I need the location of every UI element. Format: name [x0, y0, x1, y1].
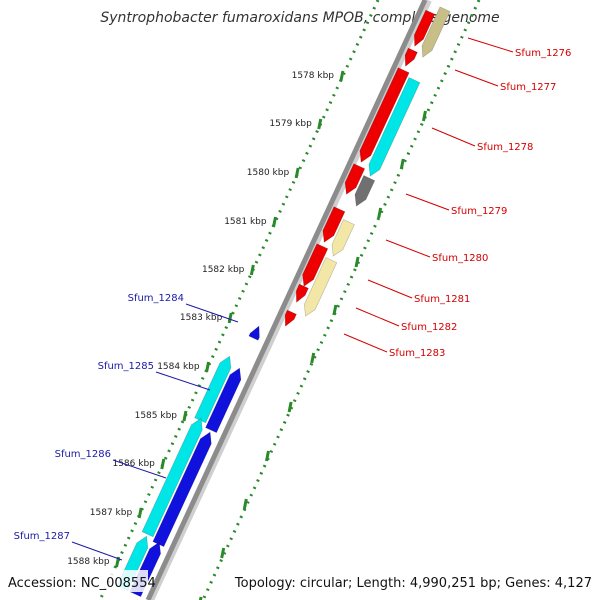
gene-label-sfum-1287[interactable]: Sfum_1287	[14, 531, 70, 542]
major-tick	[421, 110, 427, 122]
gene-label-sfum-1285[interactable]: Sfum_1285	[98, 361, 154, 372]
gene-label-sfum-1284[interactable]: Sfum_1284	[128, 293, 184, 304]
kbp-label: 1582 kbp	[202, 265, 245, 275]
gene-labels: Sfum_1276 Sfum_1277 Sfum_1278 Sfum_1279 Sfum…	[14, 37, 571, 561]
genome-backbone	[145, 0, 428, 600]
major-tick	[310, 352, 316, 364]
kbp-label: 1585 kbp	[135, 411, 178, 421]
gene-label-sfum-1279[interactable]: Sfum_1279	[451, 206, 507, 217]
gene-leader-line	[467, 37, 514, 53]
kbp-label: 1583 kbp	[180, 313, 223, 323]
major-tick	[160, 458, 166, 470]
feature-sfum-1280-red[interactable]	[322, 206, 346, 243]
gene-label-sfum-1286[interactable]: Sfum_1286	[55, 449, 111, 460]
feature-sfum-1278-red[interactable]	[359, 67, 410, 163]
gene-label-sfum-1278[interactable]: Sfum_1278	[477, 142, 533, 153]
major-tick	[182, 410, 188, 422]
accession-background	[4, 570, 148, 592]
map-title: Syntrophobacter fumaroxidans MPOB, compl…	[100, 10, 499, 26]
major-tick	[265, 450, 270, 462]
major-tick	[272, 216, 277, 228]
gene-leader-line	[343, 333, 388, 353]
feature-sfum-1276-khaki[interactable]	[421, 6, 451, 58]
kbp-label: 1579 kbp	[269, 119, 312, 129]
topology-background	[256, 570, 596, 592]
gene-label-sfum-1280[interactable]: Sfum_1280	[432, 253, 488, 264]
gene-label-sfum-1276[interactable]: Sfum_1276	[515, 48, 571, 59]
feature-sfum-1281-yellow[interactable]	[303, 257, 338, 317]
kbp-label: 1587 kbp	[90, 508, 133, 518]
feature-sfum-1285-blue[interactable]	[205, 367, 242, 433]
major-tick	[220, 547, 226, 559]
gene-leader-line	[71, 541, 123, 561]
gene-features	[116, 6, 451, 597]
gene-label-sfum-1282[interactable]: Sfum_1282	[401, 322, 457, 333]
major-tick	[205, 361, 211, 373]
major-tick	[354, 256, 360, 268]
feature-sfum-1283[interactable]	[284, 309, 297, 327]
feature-sfum-1279-gray[interactable]	[354, 175, 376, 207]
major-tick	[332, 304, 338, 316]
gene-leader-line	[431, 127, 476, 147]
kbp-label: 1578 kbp	[292, 71, 335, 81]
feature-sfum-1286-cyan[interactable]	[141, 417, 203, 538]
major-tick	[242, 498, 248, 510]
kbp-label: 1580 kbp	[247, 168, 290, 178]
major-tick	[249, 264, 255, 276]
topology-label: Topology: circular; Length: 4,990,251 bp…	[234, 576, 592, 591]
gene-leader-line	[454, 69, 499, 87]
major-tick	[399, 158, 405, 170]
feature-sfum-1281-red[interactable]	[302, 243, 329, 287]
major-tick	[198, 596, 203, 600]
gene-leader-line	[385, 239, 431, 258]
kbp-label: 1584 kbp	[157, 362, 200, 372]
gene-label-sfum-1277[interactable]: Sfum_1277	[500, 82, 556, 93]
gene-leader-line	[155, 371, 211, 391]
feature-sfum-1278-cyan[interactable]	[368, 77, 421, 177]
feature-sfum-1276-red[interactable]	[413, 9, 436, 47]
gene-leader-line	[112, 459, 167, 479]
kbp-label: 1581 kbp	[224, 217, 267, 227]
major-tick	[317, 118, 323, 130]
kbp-labels: 1578 kbp 1579 kbp 1580 kbp 1581 kbp 1582 kbp…	[67, 71, 334, 567]
feature-sfum-1284[interactable]	[248, 325, 260, 341]
major-tick	[287, 401, 293, 413]
kbp-label: 1586 kbp	[112, 459, 155, 469]
major-tick	[339, 70, 345, 82]
gene-label-sfum-1281[interactable]: Sfum_1281	[414, 294, 470, 305]
feature-sfum-1280-yellow[interactable]	[331, 219, 355, 257]
gene-leader-line	[185, 303, 239, 323]
major-tick	[227, 312, 233, 324]
kbp-label: 1588 kbp	[67, 557, 110, 567]
feature-sfum-1282[interactable]	[295, 283, 309, 303]
gene-leader-line	[405, 193, 450, 211]
feature-sfum-1277[interactable]	[404, 47, 418, 67]
gene-leader-line	[367, 279, 413, 299]
major-tick	[137, 507, 143, 519]
gene-label-sfum-1283[interactable]: Sfum_1283	[389, 348, 445, 359]
major-tick	[294, 167, 300, 179]
feature-sfum-1279-red[interactable]	[344, 163, 366, 195]
major-tick	[377, 207, 383, 219]
gene-leader-line	[355, 307, 400, 327]
accession-label: Accession: NC_008554	[8, 576, 156, 591]
